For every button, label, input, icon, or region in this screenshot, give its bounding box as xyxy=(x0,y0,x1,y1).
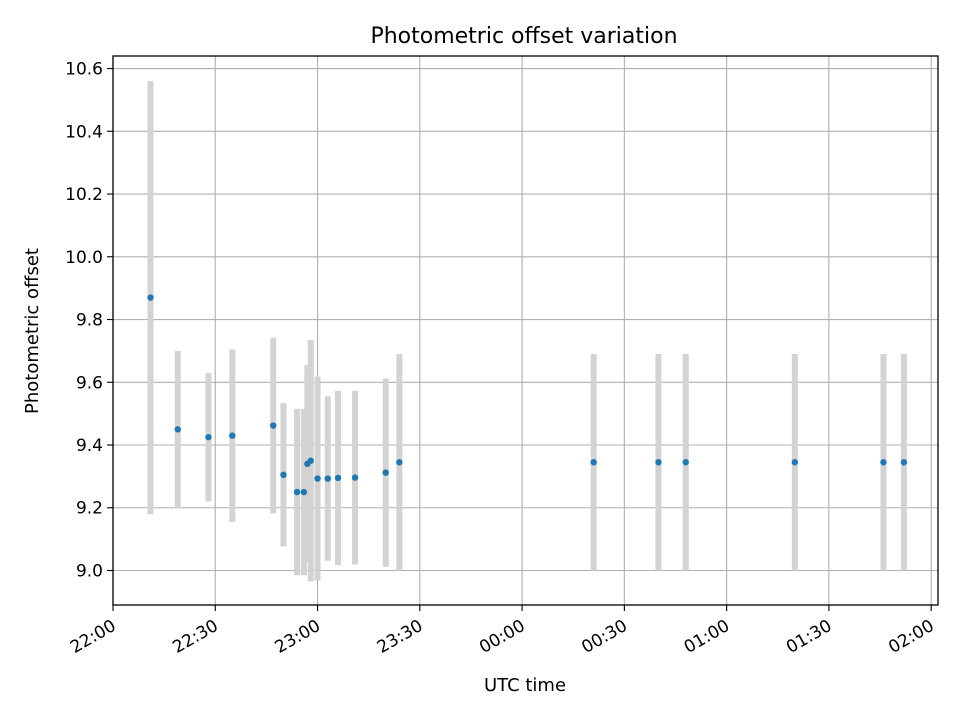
data-point xyxy=(229,432,236,439)
y-tick-label: 10.4 xyxy=(65,122,103,142)
data-point xyxy=(396,459,403,466)
plot-frame xyxy=(112,55,939,606)
data-point xyxy=(270,422,277,429)
y-tick-label: 9.4 xyxy=(76,436,103,456)
chart-title: Photometric offset variation xyxy=(370,24,677,49)
data-point xyxy=(351,474,359,481)
data-point xyxy=(280,471,287,479)
x-tick-label: 00:00 xyxy=(476,616,528,658)
y-axis-ticks: 9.0 9.2 9.4 9.6 9.8 10.0 10.2 10.4 10.6 xyxy=(65,60,113,581)
data-point xyxy=(324,475,331,482)
y-tick-label: 10.2 xyxy=(65,185,103,205)
data-point xyxy=(791,459,799,466)
data-point xyxy=(293,488,301,496)
data-point xyxy=(205,433,212,441)
y-axis-label: Photometric offset xyxy=(22,248,43,414)
x-axis-ticks: 22:00 22:30 23:00 23:30 00:00 00:30 01:00 01:30… xyxy=(67,605,938,658)
data-point xyxy=(334,474,342,482)
x-tick-label: 22:00 xyxy=(67,616,119,658)
x-tick-label: 02:00 xyxy=(885,616,937,658)
y-tick-label: 10.6 xyxy=(65,60,103,80)
x-tick-label: 22:30 xyxy=(169,616,221,658)
y-tick-label: 9.2 xyxy=(76,499,103,519)
x-axis-label: UTC time xyxy=(484,675,566,696)
data-point xyxy=(174,426,181,433)
data-point xyxy=(880,459,887,466)
grid xyxy=(112,56,938,605)
error-bars xyxy=(147,81,907,582)
x-tick-label: 00:30 xyxy=(578,616,630,658)
data-point xyxy=(382,469,389,476)
x-tick-label: 01:30 xyxy=(783,616,835,658)
data-point xyxy=(300,488,308,496)
data-point xyxy=(307,457,314,464)
data-point xyxy=(682,459,689,466)
data-point xyxy=(314,475,321,482)
y-tick-label: 9.0 xyxy=(76,561,103,581)
y-tick-label: 10.0 xyxy=(65,248,103,268)
x-tick-label: 23:30 xyxy=(374,616,426,658)
y-tick-label: 9.8 xyxy=(76,311,103,331)
x-tick-label: 01:00 xyxy=(681,616,733,658)
data-point xyxy=(590,459,597,466)
data-point xyxy=(655,459,662,466)
data-point xyxy=(900,459,908,466)
y-tick-label: 9.6 xyxy=(76,373,103,393)
data-points xyxy=(147,294,908,496)
data-point xyxy=(147,294,154,301)
x-tick-label: 23:00 xyxy=(272,616,324,658)
